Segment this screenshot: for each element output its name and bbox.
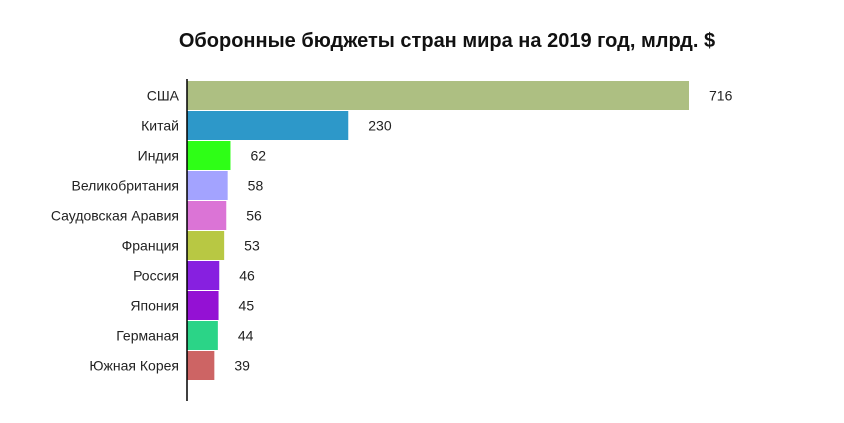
- bars-layer: США 716 Китай 230 Индия 62 Великобритания 58 Сау…: [51, 81, 733, 380]
- bar: [187, 81, 689, 110]
- category-label: Германая: [116, 328, 179, 344]
- category-label: Саудовская Аравия: [51, 208, 179, 224]
- value-label: 56: [246, 208, 262, 224]
- category-label: Япония: [130, 298, 179, 314]
- bar: [187, 231, 225, 260]
- value-label: 39: [234, 358, 250, 374]
- bar: [187, 291, 219, 320]
- bar: [187, 111, 349, 140]
- category-label: Франция: [122, 238, 179, 254]
- value-label: 62: [250, 148, 266, 164]
- value-label: 230: [368, 118, 392, 134]
- bar: [187, 171, 228, 200]
- category-label: Китай: [141, 118, 179, 134]
- category-label: США: [147, 88, 180, 104]
- category-label: Южная Корея: [89, 358, 179, 374]
- category-label: Россия: [133, 268, 179, 284]
- value-label: 45: [239, 298, 255, 314]
- bar: [187, 351, 215, 380]
- value-label: 53: [244, 238, 260, 254]
- value-label: 46: [239, 268, 255, 284]
- chart-title: Оборонные бюджеты стран мира на 2019 год…: [178, 30, 716, 52]
- value-label: 716: [709, 88, 733, 104]
- value-label: 58: [248, 178, 264, 194]
- bar: [187, 141, 231, 170]
- bar: [187, 201, 227, 230]
- category-label: Индия: [138, 148, 179, 164]
- value-label: 44: [238, 328, 254, 344]
- bar: [187, 321, 218, 350]
- category-label: Великобритания: [71, 178, 179, 194]
- bar: [187, 261, 220, 290]
